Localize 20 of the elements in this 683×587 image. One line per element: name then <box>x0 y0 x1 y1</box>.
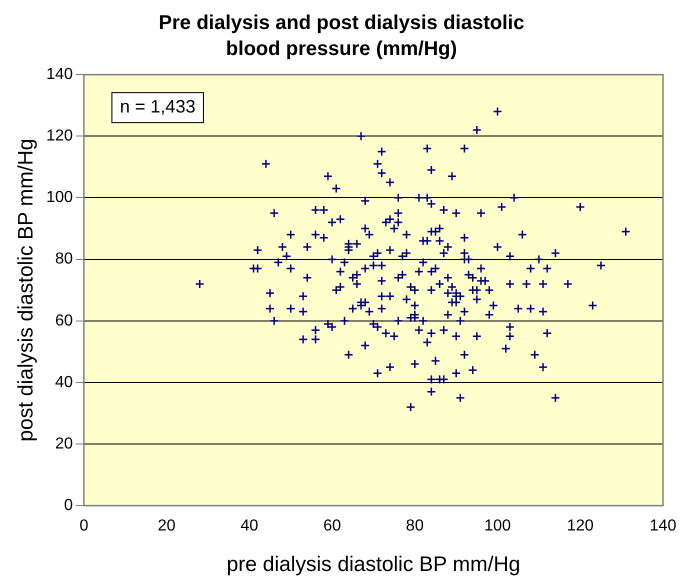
x-tick-label: 120 <box>566 518 594 535</box>
y-tick-label: 140 <box>46 66 73 84</box>
x-tick-label: 100 <box>484 518 511 535</box>
x-tick-label: 140 <box>650 518 676 535</box>
x-axis-title: pre dialysis diastolic BP mm/Hg <box>226 553 520 576</box>
y-tick-label: 100 <box>46 189 73 206</box>
y-tick-label: 20 <box>55 435 73 452</box>
x-tick-label: 60 <box>323 518 342 535</box>
chart-title: Pre dialysis and post dialysis diastolic blood pressure (mm/Hg) <box>158 11 526 62</box>
x-tick-label: 80 <box>406 518 424 535</box>
y-tick-label: 0 <box>64 497 73 514</box>
y-tick-label: 40 <box>55 374 73 391</box>
x-tick-label: 20 <box>158 518 176 535</box>
y-tick-label: 80 <box>55 250 73 268</box>
annotation: n = 1,433 <box>120 96 196 117</box>
x-tick-label: 40 <box>240 518 258 535</box>
y-tick-label: 60 <box>55 312 73 330</box>
y-tick-label: 120 <box>46 128 73 145</box>
x-tick-label: 0 <box>79 518 88 535</box>
y-axis-title: post dialysis diastolic BP mm/Hg <box>14 138 38 442</box>
